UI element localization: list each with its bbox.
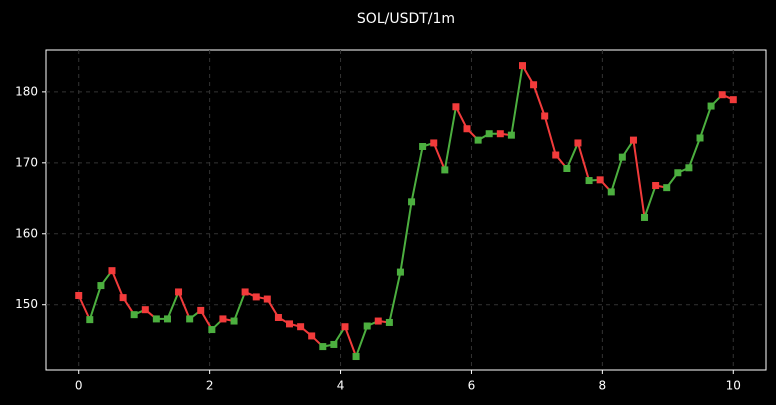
point-marker bbox=[419, 142, 427, 150]
x-tick-label: 0 bbox=[75, 379, 83, 393]
line-segment bbox=[632, 139, 646, 219]
y-tick-label: 170 bbox=[15, 155, 38, 169]
point-marker bbox=[652, 182, 660, 190]
line-segment bbox=[388, 271, 402, 324]
point-marker bbox=[86, 316, 94, 324]
line-segment bbox=[643, 184, 657, 219]
point-marker bbox=[696, 134, 704, 142]
x-tick-label: 4 bbox=[337, 379, 345, 393]
y-tick-label: 160 bbox=[15, 226, 38, 240]
line-segment bbox=[576, 141, 591, 182]
point-marker bbox=[285, 320, 293, 328]
point-marker bbox=[230, 317, 238, 325]
point-marker bbox=[685, 164, 693, 172]
point-marker bbox=[130, 311, 138, 319]
chart-title: SOL/USDT/1m bbox=[357, 11, 455, 27]
y-tick-label: 150 bbox=[15, 297, 38, 311]
line-segment bbox=[88, 284, 102, 321]
point-marker bbox=[485, 130, 493, 138]
point-marker bbox=[541, 112, 549, 120]
line-segment bbox=[410, 145, 424, 203]
point-marker bbox=[552, 151, 560, 159]
line-segment bbox=[443, 105, 457, 171]
point-marker bbox=[530, 81, 538, 89]
point-marker bbox=[241, 288, 249, 296]
point-marker bbox=[352, 353, 360, 361]
line-segment bbox=[233, 290, 247, 323]
point-marker bbox=[463, 125, 471, 133]
line-segment bbox=[355, 325, 369, 358]
point-marker bbox=[596, 176, 604, 184]
point-marker bbox=[75, 291, 83, 299]
point-marker bbox=[574, 139, 582, 147]
point-marker bbox=[408, 198, 416, 206]
point-marker bbox=[674, 169, 682, 177]
point-marker bbox=[297, 323, 305, 331]
point-marker bbox=[274, 313, 282, 321]
point-marker bbox=[263, 295, 271, 303]
point-marker bbox=[108, 267, 116, 275]
line-segment bbox=[110, 269, 125, 299]
line-segment bbox=[454, 105, 469, 130]
line-segment bbox=[77, 294, 91, 321]
plot-frame bbox=[45, 49, 767, 371]
x-tick-label: 10 bbox=[726, 379, 741, 393]
point-marker bbox=[208, 326, 216, 334]
point-marker bbox=[729, 96, 737, 104]
point-marker bbox=[252, 293, 260, 301]
point-marker bbox=[219, 315, 227, 323]
point-marker bbox=[197, 306, 205, 314]
point-marker bbox=[519, 62, 527, 70]
line-segment bbox=[343, 325, 358, 358]
point-marker bbox=[507, 131, 515, 139]
point-marker bbox=[163, 315, 171, 323]
point-marker bbox=[563, 164, 571, 172]
point-marker bbox=[341, 323, 349, 331]
point-marker bbox=[663, 184, 671, 192]
point-marker bbox=[396, 268, 404, 276]
point-marker bbox=[152, 315, 160, 323]
line-segment bbox=[166, 290, 180, 320]
point-marker bbox=[385, 318, 393, 326]
point-marker bbox=[308, 332, 316, 340]
point-marker bbox=[618, 153, 626, 161]
x-tick-label: 2 bbox=[206, 379, 214, 393]
line-segment bbox=[543, 114, 557, 157]
point-marker bbox=[430, 139, 438, 147]
point-marker bbox=[186, 315, 194, 323]
point-marker bbox=[629, 136, 637, 144]
point-marker bbox=[175, 288, 183, 296]
line-segment bbox=[399, 200, 413, 274]
point-marker bbox=[97, 282, 105, 290]
line-segment bbox=[532, 83, 546, 117]
line-segment bbox=[510, 64, 524, 137]
point-marker bbox=[707, 102, 715, 110]
line-segment bbox=[610, 156, 624, 193]
line-segment bbox=[565, 141, 579, 170]
point-marker bbox=[474, 136, 482, 144]
point-marker bbox=[441, 166, 449, 174]
point-marker bbox=[452, 103, 460, 111]
x-tick-label: 8 bbox=[599, 379, 607, 393]
point-marker bbox=[141, 306, 149, 314]
point-marker bbox=[641, 213, 649, 221]
point-marker bbox=[119, 294, 127, 302]
point-marker bbox=[496, 130, 504, 138]
y-tick-label: 180 bbox=[15, 84, 38, 98]
line-segment bbox=[699, 105, 713, 139]
line-segment bbox=[177, 290, 191, 320]
point-marker bbox=[374, 317, 382, 325]
x-tick-label: 6 bbox=[468, 379, 476, 393]
point-marker bbox=[319, 343, 327, 351]
point-marker bbox=[585, 177, 593, 185]
point-marker bbox=[330, 340, 338, 348]
point-marker bbox=[718, 91, 726, 99]
point-marker bbox=[363, 322, 371, 330]
line-segment bbox=[432, 141, 446, 171]
point-marker bbox=[607, 188, 615, 196]
line-segment bbox=[687, 136, 702, 169]
